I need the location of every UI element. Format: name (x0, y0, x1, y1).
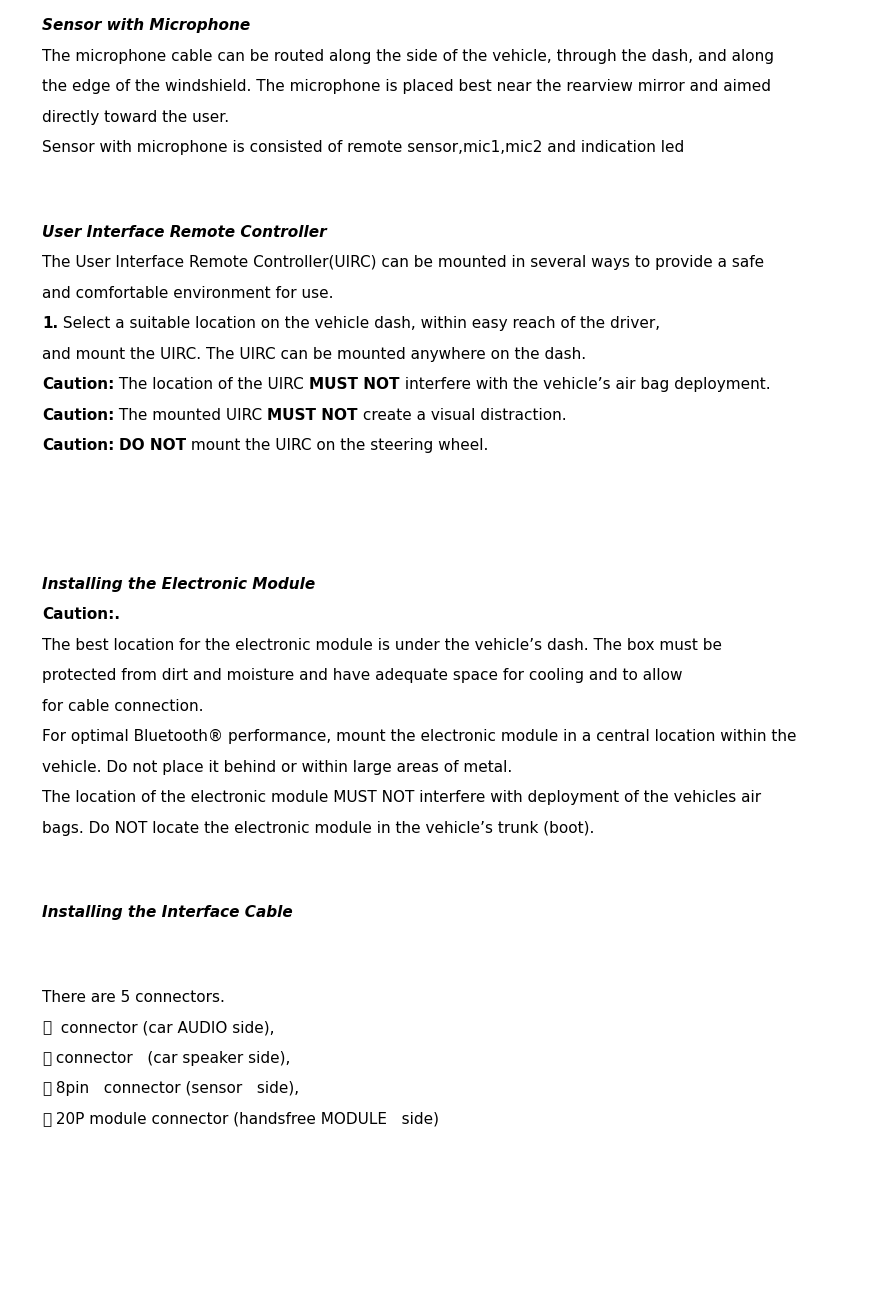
Text: the edge of the windshield. The microphone is placed best near the rearview mirr: the edge of the windshield. The micropho… (42, 79, 771, 95)
Text: interfere with the vehicle’s air bag deployment.: interfere with the vehicle’s air bag dep… (400, 377, 770, 392)
Text: For optimal Bluetooth® performance, mount the electronic module in a central loc: For optimal Bluetooth® performance, moun… (42, 729, 796, 745)
Text: The location of the UIRC: The location of the UIRC (114, 377, 309, 392)
Text: for cable connection.: for cable connection. (42, 699, 203, 714)
Text: Installing the Interface Cable: Installing the Interface Cable (42, 905, 293, 921)
Text: bags. Do NOT locate the electronic module in the vehicle’s trunk (boot).: bags. Do NOT locate the electronic modul… (42, 821, 594, 837)
Text: ＊: ＊ (42, 1081, 51, 1097)
Text: Caution:: Caution: (42, 439, 114, 453)
Text: The microphone cable can be routed along the side of the vehicle, through the da: The microphone cable can be routed along… (42, 48, 774, 63)
Text: DO NOT: DO NOT (119, 439, 187, 453)
Text: 1.: 1. (42, 316, 58, 332)
Text: MUST NOT: MUST NOT (267, 408, 358, 423)
Text: Caution:: Caution: (42, 377, 114, 392)
Text: Sensor with microphone is consisted of remote sensor,mic1,mic2 and indication le: Sensor with microphone is consisted of r… (42, 140, 684, 155)
Text: There are 5 connectors.: There are 5 connectors. (42, 989, 225, 1005)
Text: Installing the Electronic Module: Installing the Electronic Module (42, 576, 316, 592)
Text: connector   (car speaker side),: connector (car speaker side), (51, 1050, 291, 1066)
Text: create a visual distraction.: create a visual distraction. (358, 408, 567, 423)
Text: Select a suitable location on the vehicle dash, within easy reach of the driver,: Select a suitable location on the vehicl… (58, 316, 660, 332)
Text: 20P module connector (handsfree MODULE   side): 20P module connector (handsfree MODULE s… (51, 1112, 439, 1127)
Text: connector (car AUDIO side),: connector (car AUDIO side), (51, 1020, 275, 1035)
Text: ＊: ＊ (42, 1020, 51, 1035)
Text: The mounted UIRC: The mounted UIRC (114, 408, 267, 423)
Text: The User Interface Remote Controller(UIRC) can be mounted in several ways to pro: The User Interface Remote Controller(UIR… (42, 255, 764, 271)
Text: and mount the UIRC. The UIRC can be mounted anywhere on the dash.: and mount the UIRC. The UIRC can be moun… (42, 347, 586, 361)
Text: User Interface Remote Controller: User Interface Remote Controller (42, 224, 326, 240)
Text: mount the UIRC on the steering wheel.: mount the UIRC on the steering wheel. (187, 439, 489, 453)
Text: directly toward the user.: directly toward the user. (42, 110, 229, 124)
Text: ＊: ＊ (42, 1050, 51, 1066)
Text: The best location for the electronic module is under the vehicle’s dash. The box: The best location for the electronic mod… (42, 637, 722, 653)
Text: ＊: ＊ (42, 1112, 51, 1127)
Text: MUST NOT: MUST NOT (309, 377, 400, 392)
Text: Sensor with Microphone: Sensor with Microphone (42, 18, 250, 32)
Text: Caution:: Caution: (42, 408, 114, 423)
Text: vehicle. Do not place it behind or within large areas of metal.: vehicle. Do not place it behind or withi… (42, 760, 512, 774)
Text: Caution:.: Caution:. (42, 607, 120, 622)
Text: and comfortable environment for use.: and comfortable environment for use. (42, 286, 333, 300)
Text: The location of the electronic module MUST NOT interfere with deployment of the : The location of the electronic module MU… (42, 790, 761, 805)
Text: 8pin   connector (sensor   side),: 8pin connector (sensor side), (51, 1081, 300, 1097)
Text: protected from dirt and moisture and have adequate space for cooling and to allo: protected from dirt and moisture and hav… (42, 668, 682, 684)
